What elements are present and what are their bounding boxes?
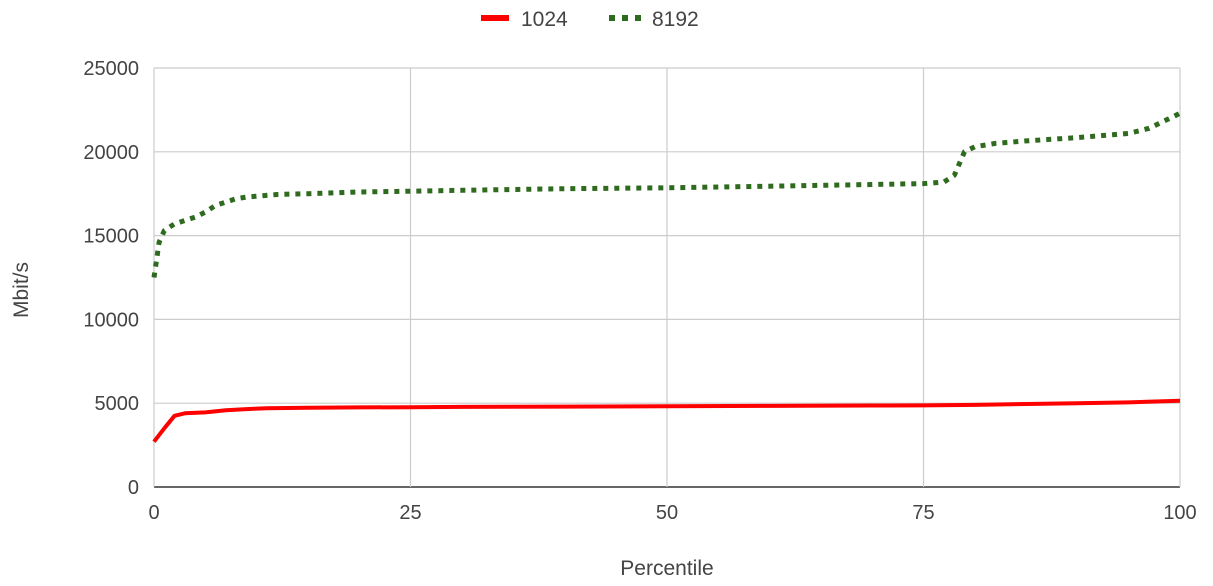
y-tick-label-5000: 5000 xyxy=(95,393,140,415)
x-tick-label-25: 25 xyxy=(399,502,421,524)
x-tick-label-75: 75 xyxy=(912,502,934,524)
y-tick-label-25000: 25000 xyxy=(83,58,139,80)
y-axis-tick-labels: 0 5000 10000 15000 20000 25000 xyxy=(83,58,139,499)
x-tick-label-100: 100 xyxy=(1163,502,1196,524)
y-axis-title: Mbit/s xyxy=(10,262,33,318)
x-tick-label-50: 50 xyxy=(656,502,678,524)
series-line-1024 xyxy=(152,398,1181,443)
y-tick-label-0: 0 xyxy=(128,477,139,499)
grid-lines xyxy=(153,67,1181,488)
legend: 1024 8192 xyxy=(481,8,699,31)
legend-label-1024: 1024 xyxy=(521,8,568,31)
series-layer xyxy=(151,111,1182,443)
x-tick-label-0: 0 xyxy=(148,502,159,524)
y-tick-label-20000: 20000 xyxy=(83,142,139,164)
y-tick-label-10000: 10000 xyxy=(83,309,139,331)
y-tick-label-15000: 15000 xyxy=(83,226,139,248)
legend-label-8192: 8192 xyxy=(652,8,699,31)
x-axis-title: Percentile xyxy=(620,557,713,580)
series-line-8192 xyxy=(151,111,1182,278)
x-axis-tick-labels: 0 25 50 75 100 xyxy=(148,502,1196,524)
